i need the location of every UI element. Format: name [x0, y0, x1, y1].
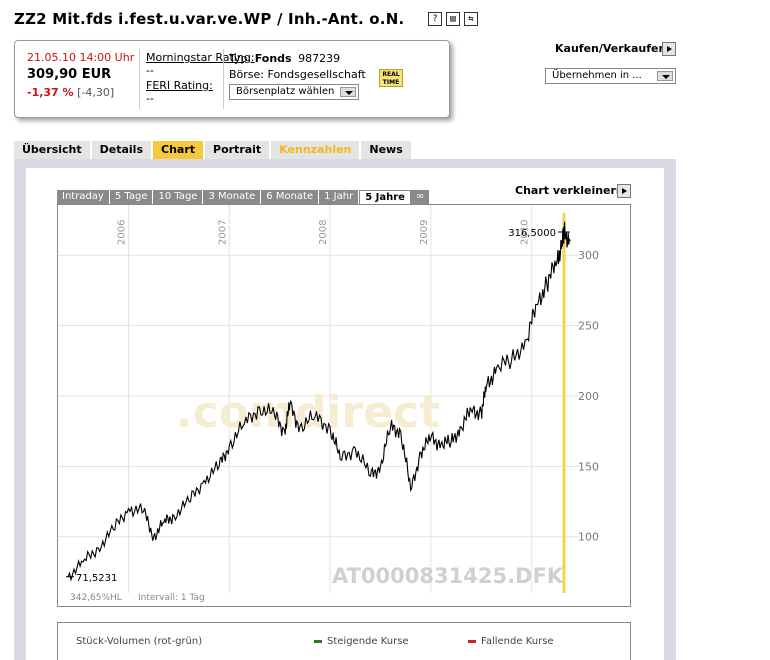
morningstar-rating-value: --	[146, 64, 154, 77]
quote-datetime: 21.05.10 14:00 Uhr	[27, 51, 135, 64]
range-tab-intraday[interactable]: Intraday	[57, 190, 110, 204]
chevron-down-icon	[340, 87, 356, 97]
quote-change-abs: [-4,30]	[77, 86, 115, 99]
falling-swatch	[468, 639, 476, 643]
interval-label: Intervall: 1 Tag	[138, 593, 205, 603]
watermark-brand: .comdirect	[176, 387, 440, 438]
chart-frame: .comdirect AT0000831425.DFK 100 150 200 250…	[57, 204, 631, 607]
volume-title: Stück-Volumen (rot-grün)	[76, 636, 203, 647]
feri-rating-value: --	[146, 92, 154, 105]
price-chart: .comdirect AT0000831425.DFK 100 150 200 250…	[58, 205, 599, 603]
swap-icon[interactable]: ⇆	[464, 12, 478, 26]
help-icon[interactable]: ?	[428, 12, 442, 26]
tab-uebersicht[interactable]: Übersicht	[14, 141, 92, 159]
rising-swatch	[314, 639, 322, 643]
feri-rating-link[interactable]: FERI Rating:	[146, 79, 213, 92]
range-tab-5-jahre[interactable]: 5 Jahre	[359, 190, 411, 204]
quote-box: 21.05.10 14:00 Uhr 309,90 EUR -1,37 % [-…	[14, 40, 450, 118]
volume-falling-label: Fallende Kurse	[481, 636, 554, 647]
y-tick-label: 100	[578, 531, 599, 544]
transfer-select[interactable]: Übernehmen in ...	[545, 68, 676, 84]
range-tab-max[interactable]: ∞	[410, 190, 431, 204]
tab-details[interactable]: Details	[91, 141, 153, 159]
x-tick-label: 2006	[116, 220, 127, 245]
title-icon-group: ? ▤ ⇆	[428, 12, 478, 26]
y-tick-label: 150	[578, 460, 599, 473]
x-tick-label: 2009	[419, 220, 430, 245]
price-series-line	[67, 221, 571, 582]
range-tabs: Intraday 5 Tage 10 Tage 3 Monate 6 Monat…	[57, 190, 431, 204]
x-tick-label: 2008	[318, 220, 329, 245]
volume-falling-legend: Fallende Kurse	[468, 636, 554, 647]
x-tick-label: 2007	[217, 220, 228, 245]
page-title: ZZ2 Mit.fds i.fest.u.var.ve.WP / Inh.-An…	[14, 10, 405, 28]
quote-change: -1,37 % [-4,30]	[27, 86, 134, 99]
tab-chart[interactable]: Chart	[153, 141, 206, 159]
range-tab-5-tage[interactable]: 5 Tage	[109, 190, 154, 204]
x-tick-label: 2010	[520, 220, 531, 245]
typ-label: Typ:	[229, 52, 252, 65]
trade-play-button[interactable]	[662, 42, 676, 56]
watermark-isin: AT0000831425.DFK	[332, 564, 564, 588]
tab-kennzahlen: Kennzahlen	[271, 141, 362, 159]
chevron-down-icon	[657, 71, 673, 81]
ratings-block: Morningstar Rating: -- FERI Rating: --	[146, 51, 255, 105]
range-tab-10-tage[interactable]: 10 Tage	[153, 190, 204, 204]
morningstar-rating-link[interactable]: Morningstar Rating:	[146, 51, 255, 64]
exchange-select-value: Börsenplatz wählen	[236, 86, 335, 97]
chart-shrink-label[interactable]: Chart verkleinern	[515, 184, 624, 197]
y-tick-label: 200	[578, 390, 599, 403]
wkn-value: 987239	[298, 52, 341, 65]
exchange-select[interactable]: Börsenplatz wählen	[229, 84, 359, 100]
quote-price: 309,90 EUR	[27, 67, 112, 82]
divider	[139, 49, 140, 109]
volume-frame	[57, 622, 631, 660]
boerse-value: Fondsgesellschaft	[267, 68, 366, 81]
tab-news[interactable]: News	[361, 141, 413, 159]
transfer-select-value: Übernehmen in ...	[552, 70, 642, 81]
y-tick-label: 300	[578, 249, 599, 262]
divider	[223, 49, 224, 109]
chart-shrink-button[interactable]	[617, 184, 631, 198]
range-tab-3-monate[interactable]: 3 Monate	[203, 190, 262, 204]
typ-value: Fonds	[254, 52, 292, 65]
y-tick-label: 250	[578, 320, 599, 333]
tab-portrait[interactable]: Portrait	[205, 141, 272, 159]
volume-rising-label: Steigende Kurse	[327, 636, 409, 647]
range-tab-6-monate[interactable]: 6 Monate	[261, 190, 320, 204]
max-value-label: 316,5000	[508, 228, 556, 239]
instrument-info: Typ: Fonds 987239 Börse: Fondsgesellscha…	[229, 51, 366, 83]
realtime-badge: REAL TIME	[379, 69, 403, 87]
trade-label: Kaufen/Verkaufen	[555, 42, 667, 55]
main-tabs: Übersicht Details Chart Portrait Kennzah…	[14, 141, 413, 159]
quote-price-block: 21.05.10 14:00 Uhr 309,90 EUR -1,37 % [-…	[27, 51, 134, 99]
print-icon[interactable]: ▤	[446, 12, 460, 26]
quote-change-pct: -1,37 %	[27, 86, 74, 99]
boerse-label: Börse:	[229, 68, 265, 81]
min-value-label: 71,5231	[76, 573, 117, 584]
volume-rising-legend: Steigende Kurse	[314, 636, 409, 647]
range-tab-1-jahr[interactable]: 1 Jahr	[319, 190, 360, 204]
performance-label: 342,65%HL	[70, 593, 122, 603]
